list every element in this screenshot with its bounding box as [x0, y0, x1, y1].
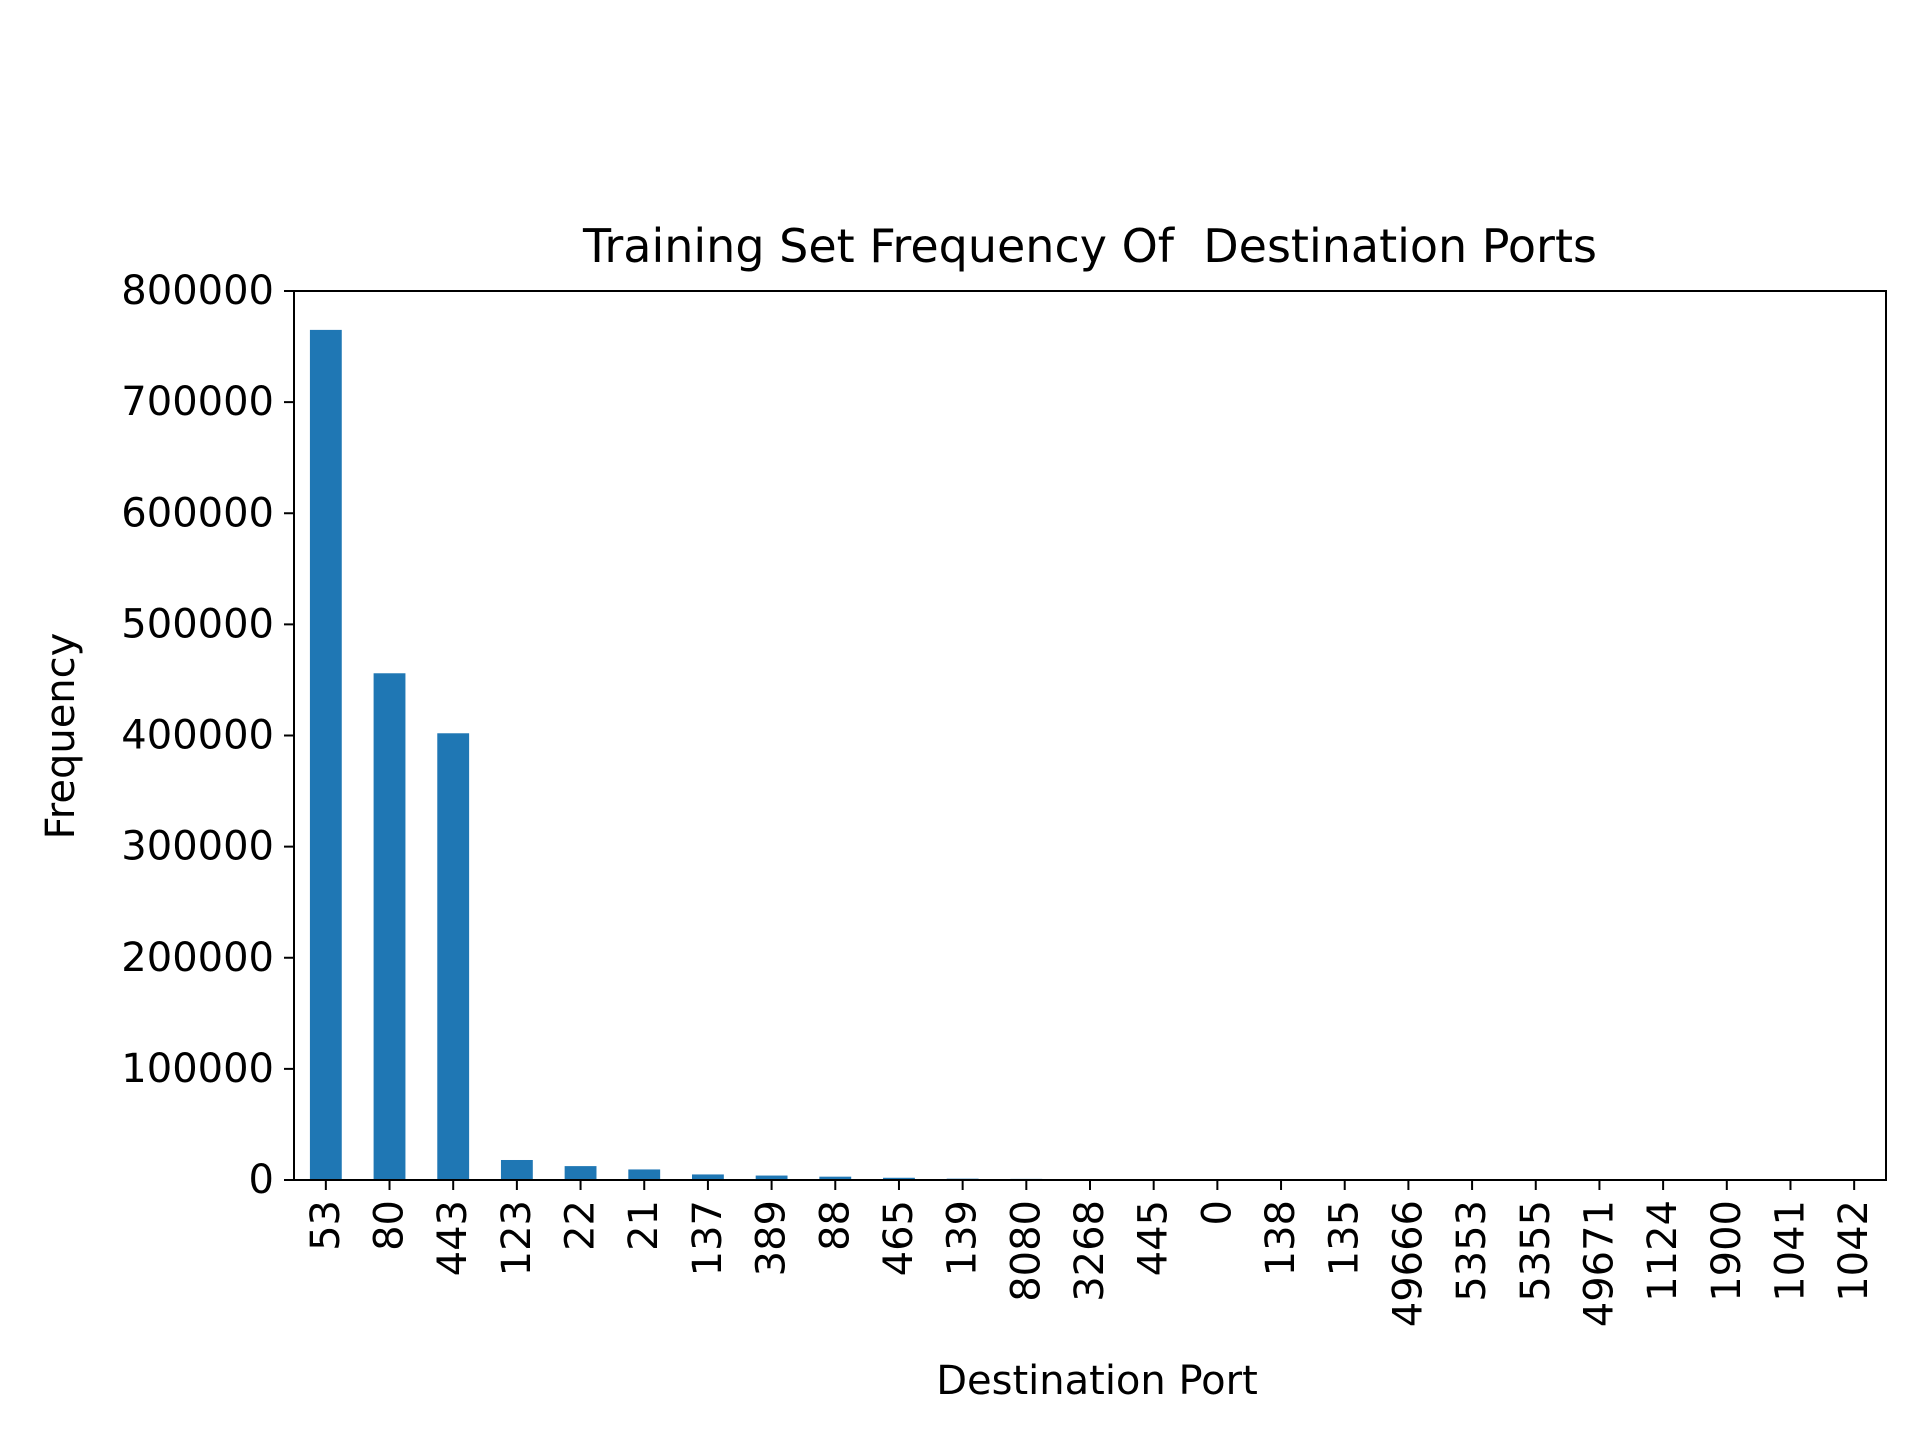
y-tick-label: 200000	[121, 935, 274, 981]
y-axis-label: Frequency	[38, 633, 84, 840]
x-axis: 53 80 443 123 22 21 137 389 88 465 139 8080 3268 445 0…	[303, 1180, 1877, 1327]
x-tick-label: 465	[876, 1200, 922, 1276]
y-tick-label: 500000	[121, 601, 274, 647]
x-tick-label: 138	[1258, 1200, 1304, 1276]
bar-53	[310, 330, 342, 1180]
x-tick-label: 1124	[1640, 1200, 1686, 1302]
x-tick-label: 88	[812, 1200, 858, 1251]
y-axis: 0 100000 200000 300000 400000 500000 600000 700…	[121, 268, 294, 1203]
x-tick-label: 53	[303, 1200, 349, 1251]
x-tick-label: 21	[621, 1200, 667, 1251]
x-tick-label: 123	[494, 1200, 540, 1276]
y-tick-label: 300000	[121, 824, 274, 870]
x-tick-label: 139	[940, 1200, 986, 1276]
y-tick-label: 600000	[121, 490, 274, 536]
x-tick-label: 5353	[1449, 1200, 1495, 1302]
bar-80	[374, 673, 406, 1180]
x-tick-label: 135	[1322, 1200, 1368, 1276]
x-tick-label: 49671	[1576, 1200, 1622, 1327]
x-tick-label: 8080	[1003, 1200, 1049, 1302]
x-tick-label: 1900	[1704, 1200, 1750, 1302]
bar-443	[437, 733, 469, 1180]
bars-group	[310, 330, 1870, 1180]
bar-22	[565, 1166, 597, 1180]
bar-123	[501, 1160, 533, 1180]
x-tick-label: 5355	[1513, 1200, 1559, 1302]
y-tick-label: 400000	[121, 713, 274, 759]
x-tick-label: 389	[749, 1200, 795, 1276]
y-tick-label: 800000	[121, 268, 274, 314]
x-tick-label: 22	[558, 1200, 604, 1251]
x-axis-label: Destination Port	[936, 1358, 1258, 1404]
x-tick-label: 0	[1194, 1200, 1240, 1225]
x-tick-label: 1042	[1831, 1200, 1877, 1302]
x-tick-label: 445	[1131, 1200, 1177, 1276]
y-tick-label: 100000	[121, 1046, 274, 1092]
plot-frame	[294, 291, 1886, 1180]
x-tick-label: 443	[430, 1200, 476, 1276]
x-tick-label: 80	[367, 1200, 413, 1251]
x-tick-label: 137	[685, 1200, 731, 1276]
x-tick-label: 49666	[1385, 1200, 1431, 1327]
y-tick-label: 0	[249, 1157, 274, 1203]
y-tick-label: 700000	[121, 379, 274, 425]
x-tick-label: 1041	[1767, 1200, 1813, 1302]
chart-title: Training Set Frequency Of Destination Po…	[582, 219, 1597, 273]
bar-21	[628, 1169, 660, 1180]
x-tick-label: 3268	[1067, 1200, 1113, 1302]
